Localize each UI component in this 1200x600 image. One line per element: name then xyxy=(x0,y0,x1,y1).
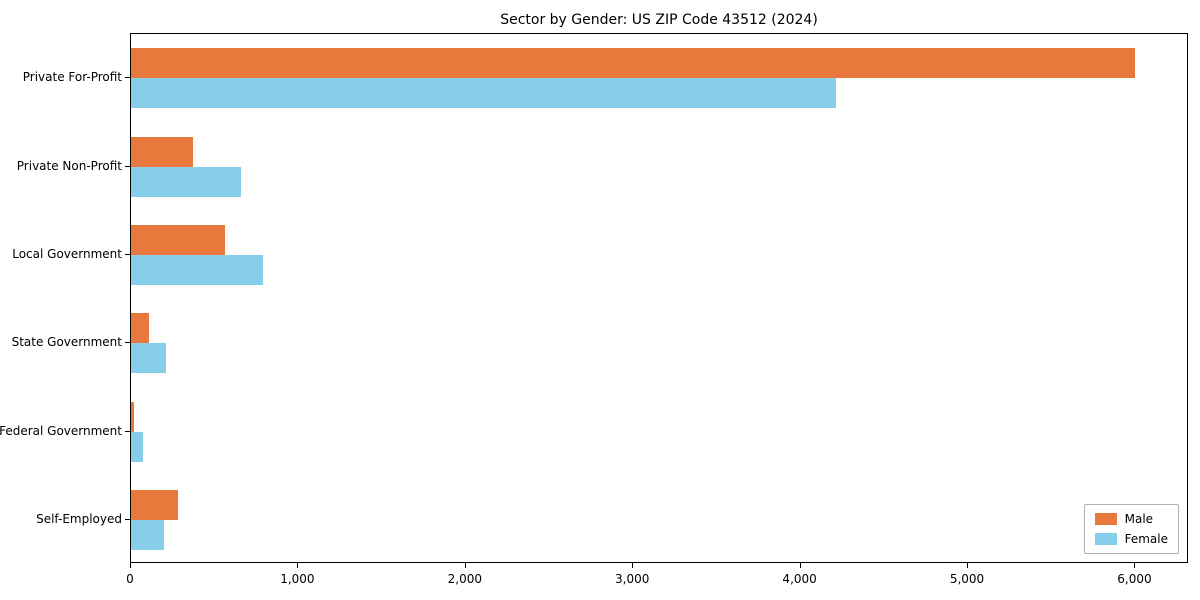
xtick-label: 3,000 xyxy=(615,572,650,586)
bar-male-4 xyxy=(131,313,150,344)
xtick-label: 0 xyxy=(126,572,134,586)
ytick-mark xyxy=(125,165,130,167)
ytick-label: State Government xyxy=(11,335,122,350)
bar-female-6 xyxy=(131,519,165,550)
xtick-mark xyxy=(297,563,299,568)
ytick-mark xyxy=(125,253,130,255)
ytick-label: Federal Government xyxy=(0,423,122,438)
bars-layer xyxy=(131,34,1187,562)
legend: Male Female xyxy=(1083,504,1179,554)
legend-label: Male xyxy=(1124,512,1154,526)
legend-item-male: Male xyxy=(1094,512,1168,526)
chart-title: Sector by Gender: US ZIP Code 43512 (202… xyxy=(500,12,818,28)
legend-label: Female xyxy=(1124,532,1168,546)
bar-male-6 xyxy=(131,489,178,520)
bar-female-5 xyxy=(131,431,143,462)
legend-swatch-male xyxy=(1094,513,1117,525)
xtick-mark xyxy=(1134,563,1136,568)
legend-item-female: Female xyxy=(1094,532,1168,546)
xtick-label: 5,000 xyxy=(949,572,985,586)
xtick-mark xyxy=(799,563,801,568)
legend-swatch-female xyxy=(1094,533,1117,545)
ytick-mark xyxy=(125,77,130,79)
ytick-label: Local Government xyxy=(12,246,122,261)
xtick-label: 4,000 xyxy=(782,572,817,586)
xtick-mark xyxy=(967,563,969,568)
plot-area: Male Female xyxy=(130,33,1188,563)
xtick-mark xyxy=(632,563,634,568)
bar-male-1 xyxy=(131,48,1136,79)
bar-male-3 xyxy=(131,224,225,255)
bar-female-4 xyxy=(131,343,167,374)
xtick-label: 2,000 xyxy=(447,572,482,586)
bar-female-2 xyxy=(131,166,242,197)
ytick-mark xyxy=(125,518,130,520)
ytick-label: Private For-Profit xyxy=(22,70,122,85)
ytick-label: Private Non-Profit xyxy=(16,158,122,173)
bar-female-1 xyxy=(131,78,836,109)
ytick-mark xyxy=(125,430,130,432)
xtick-label: 1,000 xyxy=(280,572,315,586)
xtick-mark xyxy=(130,563,131,568)
xtick-label: 6,000 xyxy=(1117,572,1152,586)
bar-male-2 xyxy=(131,136,193,167)
xtick-mark xyxy=(464,563,466,568)
ytick-mark xyxy=(125,342,130,344)
ytick-label: Self-Employed xyxy=(36,511,122,526)
bar-female-3 xyxy=(131,254,264,285)
bar-male-5 xyxy=(131,401,134,432)
